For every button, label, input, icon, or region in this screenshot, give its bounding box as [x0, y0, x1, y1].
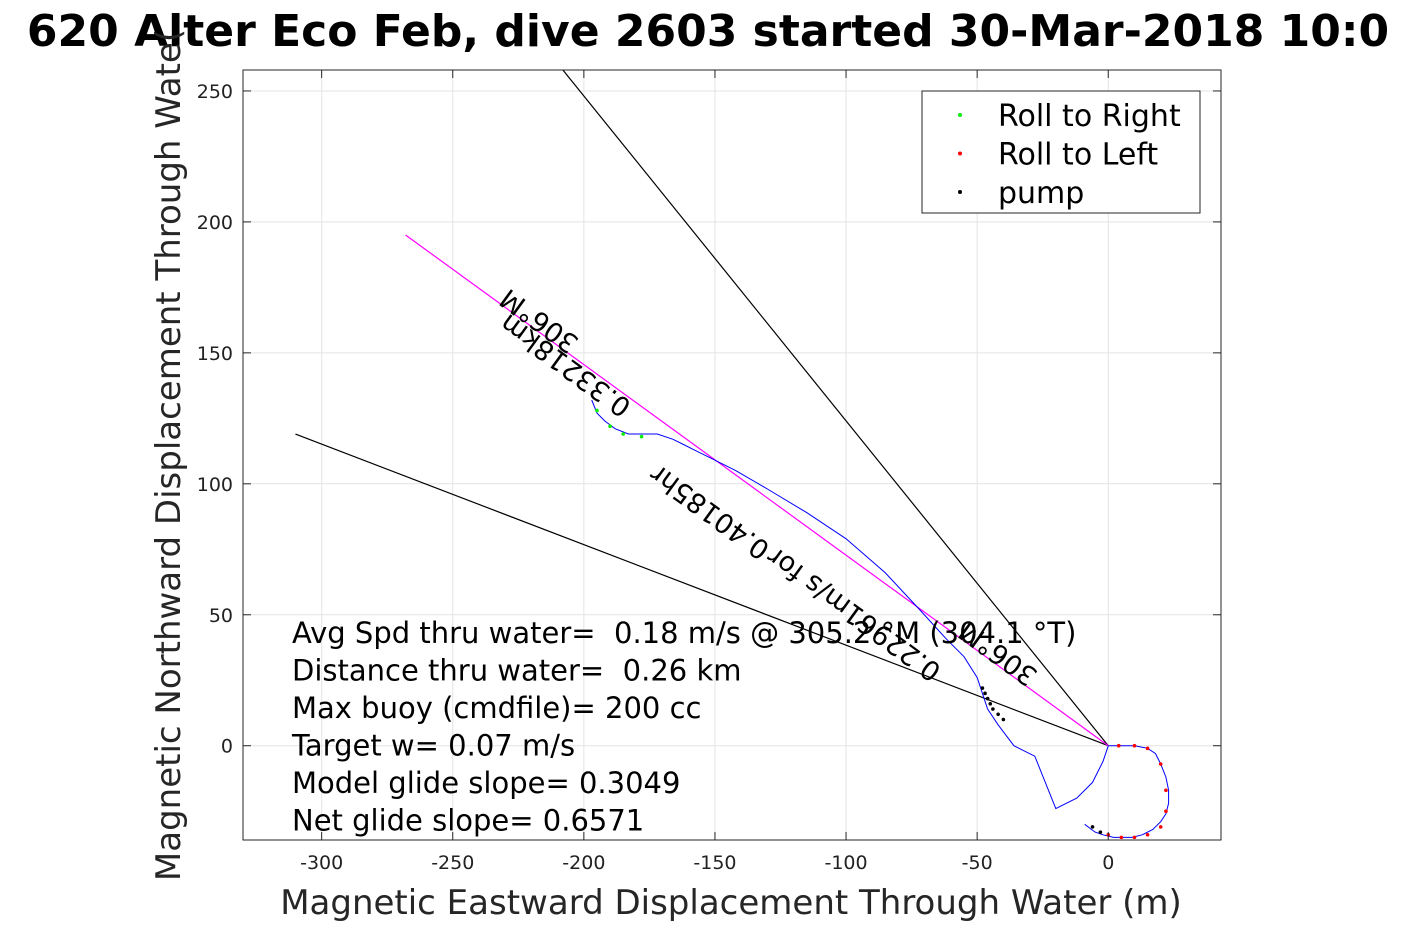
stats-line: Net glide slope= 0.6571 [292, 804, 644, 838]
stats-line: Max buoy (cmdfile)= 200 cc [292, 691, 701, 725]
stats-line: Target w= 0.07 m/s [291, 729, 575, 763]
y-tick-label: 50 [209, 605, 233, 627]
legend-label: Roll to Left [998, 138, 1158, 173]
x-tick-label: -100 [824, 852, 867, 874]
x-axis-label: Magnetic Eastward Displacement Through W… [280, 883, 1182, 923]
roll-right-marker [621, 432, 625, 436]
cone-lines [295, 70, 1109, 747]
legend-marker [958, 113, 962, 117]
stats-text-block: Avg Spd thru water= 0.18 m/s @ 305.2 °M … [291, 616, 1076, 838]
stats-line: Model glide slope= 0.3049 [292, 766, 680, 800]
roll-left-marker [1116, 743, 1121, 748]
heading-line [405, 234, 1109, 747]
pump-marker [983, 691, 987, 696]
roll-left-marker [1145, 746, 1150, 751]
x-tick-label: -50 [962, 852, 993, 874]
roll-left-marker [1132, 835, 1137, 840]
pump-marker [980, 686, 985, 690]
roll-left-marker [1119, 835, 1124, 840]
pump-marker [991, 707, 995, 711]
legend-box [921, 90, 1201, 214]
pump-marker [985, 696, 990, 701]
stats-line: Distance thru water= 0.26 km [292, 654, 742, 688]
pump-marker [1090, 825, 1095, 829]
track-line-track [591, 399, 1109, 810]
roll-left-marker [1158, 825, 1163, 829]
y-tick-label: 200 [197, 212, 233, 234]
stats-line: Avg Spd thru water= 0.18 m/s @ 305.2 °M … [292, 616, 1076, 650]
x-tick-label: 0 [1102, 852, 1114, 874]
marker-points [595, 408, 1168, 840]
cone-line [562, 70, 1109, 747]
axis-ticks: -300 -250 -200 -150 -100 -50 0 0 50 100 150 200 250 [197, 70, 1221, 874]
roll-right-marker [595, 408, 599, 413]
roll-right-marker [639, 434, 644, 439]
y-tick-label: 250 [197, 81, 233, 103]
roll-left-marker [1145, 832, 1150, 837]
track-line-surface_loop [1084, 745, 1170, 838]
legend-marker [958, 151, 962, 156]
x-tick-label: -250 [431, 852, 474, 874]
line-annotation: 0.40185hr [644, 457, 776, 565]
pump-marker [1098, 830, 1103, 834]
y-axis-label: Magnetic Northward Displacement Through … [149, 29, 189, 881]
roll-left-marker [1164, 788, 1168, 793]
legend-label: pump [998, 176, 1084, 211]
y-tick-label: 100 [197, 474, 233, 496]
y-tick-label: 0 [221, 736, 233, 758]
x-tick-label: -150 [693, 852, 736, 874]
x-tick-label: -200 [562, 852, 605, 874]
legend-marker [958, 190, 962, 194]
x-tick-label: -300 [300, 852, 343, 874]
roll-left-marker [1132, 743, 1137, 748]
legend-label: Roll to Right [998, 99, 1181, 134]
pump-marker [996, 712, 1000, 717]
cone-line [295, 433, 1109, 747]
pump-marker [988, 702, 993, 706]
y-tick-label: 150 [197, 343, 233, 365]
pump-marker [1001, 717, 1006, 722]
heading-line-group [405, 234, 1109, 747]
roll-left-marker [1158, 762, 1163, 766]
plot-frame [242, 69, 1222, 841]
line-annotation: 0.22961m/s for [761, 540, 947, 687]
roll-right-marker [608, 424, 612, 428]
roll-left-marker [1164, 809, 1168, 813]
chart-title: 620 Alter Eco Feb, dive 2603 started 30-… [27, 6, 1389, 57]
